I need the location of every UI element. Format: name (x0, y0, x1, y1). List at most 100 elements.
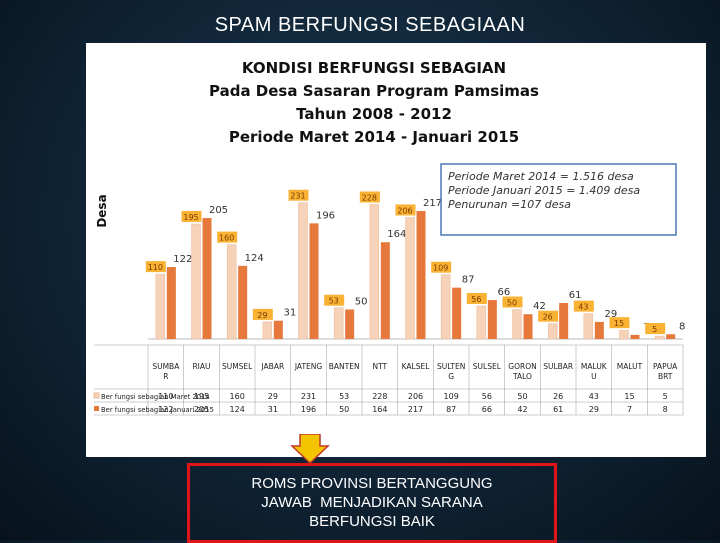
table-cell-januari-2015: 61 (553, 405, 563, 414)
value-label-box (538, 310, 559, 322)
bar-januari-2015 (416, 210, 426, 339)
table-cell-januari-2015: 66 (482, 405, 492, 414)
category-label: PAPUA (653, 362, 678, 371)
value-label-maret-2014: 26 (543, 313, 553, 322)
value-label-maret-2014: 5 (652, 325, 657, 334)
category-label: BRT (658, 372, 673, 381)
value-label-box (324, 294, 345, 306)
bar-maret-2014 (654, 335, 665, 340)
bar-maret-2014 (440, 274, 451, 340)
chart-title-line-4: Periode Maret 2014 - Januari 2015 (229, 128, 519, 146)
bar-januari-2015 (630, 334, 640, 339)
y-axis-label: Desa (95, 194, 109, 227)
bar-maret-2014 (512, 309, 522, 340)
bar-januari-2015 (487, 300, 497, 339)
callout-line-1: ROMS PROVINSI BERTANGGUNG (251, 475, 493, 492)
bar-maret-2014 (333, 307, 344, 340)
category-label: JATENG (294, 362, 323, 371)
table-cell-maret-2014: 53 (339, 392, 349, 401)
bar-maret-2014 (262, 321, 273, 340)
category-label: KALSEL (402, 362, 431, 371)
table-cell-maret-2014: 195 (194, 392, 209, 401)
bar-maret-2014 (298, 202, 308, 340)
table-cell-januari-2015: 7 (627, 405, 632, 414)
value-label-maret-2014: 228 (362, 193, 377, 202)
table-cell-januari-2015: 50 (339, 405, 349, 414)
bar-maret-2014 (191, 223, 201, 340)
annotation-line-2: Periode Januari 2015 = 1.409 desa (448, 184, 640, 197)
value-label-box (609, 317, 630, 329)
callout-line-2: JAWAB MENJADIKAN SARANA (261, 494, 483, 511)
category-label: NTT (373, 362, 388, 371)
bar-januari-2015 (273, 320, 283, 339)
value-label-januari-2015: 66 (497, 287, 510, 298)
chart-panel: KONDISI BERFUNGSI SEBAGIAN Pada Desa Sas… (86, 43, 706, 457)
value-label-januari-2015: 122 (173, 254, 192, 265)
table-cell-januari-2015: 29 (589, 405, 599, 414)
category-label: SULSEL (473, 362, 502, 371)
value-label-januari-2015: 196 (316, 210, 335, 221)
value-label-januari-2015: 217 (423, 198, 442, 209)
value-label-box (573, 300, 594, 312)
table-cell-januari-2015: 8 (663, 405, 668, 414)
value-label-januari-2015: 31 (283, 308, 296, 319)
bar-januari-2015 (559, 303, 569, 339)
table-cell-maret-2014: 29 (268, 392, 278, 401)
table-cell-maret-2014: 109 (444, 392, 459, 401)
value-label-januari-2015: 29 (604, 309, 617, 320)
bar-januari-2015 (345, 309, 355, 339)
category-label: BANTEN (329, 362, 360, 371)
chart-title-line-2: Pada Desa Sasaran Program Pamsimas (209, 82, 539, 100)
value-label-box (502, 296, 523, 308)
callout-box: ROMS PROVINSI BERTANGGUNG JAWAB MENJADIK… (187, 463, 557, 543)
value-label-maret-2014: 56 (471, 295, 481, 304)
category-label: TALO (512, 372, 532, 381)
table-cell-maret-2014: 206 (408, 392, 423, 401)
category-label: RIAU (192, 362, 210, 371)
table-cell-januari-2015: 217 (408, 405, 423, 414)
bar-maret-2014 (583, 313, 594, 340)
table-cell-januari-2015: 87 (446, 405, 456, 414)
bar-januari-2015 (238, 265, 248, 339)
annotation-line-1: Periode Maret 2014 = 1.516 desa (448, 170, 634, 183)
bar-maret-2014 (405, 217, 415, 340)
table-cell-maret-2014: 15 (624, 392, 634, 401)
chart: KONDISI BERFUNGSI SEBAGIAN Pada Desa Sas… (93, 59, 685, 416)
legend-swatch (93, 392, 100, 399)
value-label-box (217, 231, 238, 243)
bar-maret-2014 (476, 305, 487, 340)
table-cell-maret-2014: 56 (482, 392, 492, 401)
annotation-line-3: Penurunan =107 desa (448, 198, 571, 211)
value-label-maret-2014: 29 (257, 311, 267, 320)
bar-maret-2014 (226, 244, 237, 340)
category-label: MALUK (581, 362, 608, 371)
bar-januari-2015 (523, 314, 533, 339)
table-cell-maret-2014: 228 (372, 392, 387, 401)
table-cell-maret-2014: 5 (663, 392, 668, 401)
table-cell-januari-2015: 205 (194, 405, 209, 414)
value-label-januari-2015: 205 (209, 205, 228, 216)
chart-title-line-3: Tahun 2008 - 2012 (296, 105, 452, 123)
chart-title-line-1: KONDISI BERFUNGSI SEBAGIAN (242, 59, 506, 77)
slide-title: SPAM BERFUNGSI SEBAGIAAN (214, 14, 526, 36)
legend-label: Ber fungsi sebagian Januari 2015 (101, 406, 214, 414)
table-cell-maret-2014: 50 (517, 392, 527, 401)
category-label: JABAR (260, 362, 284, 371)
bar-januari-2015 (594, 321, 604, 339)
value-label-januari-2015: 50 (355, 297, 368, 308)
category-label: SUMSEL (222, 362, 253, 371)
value-label-januari-2015: 87 (462, 275, 475, 286)
value-label-januari-2015: 124 (245, 253, 264, 264)
down-arrow-icon (290, 434, 330, 464)
value-label-maret-2014: 50 (507, 299, 517, 308)
value-label-maret-2014: 53 (329, 297, 339, 306)
value-label-maret-2014: 15 (614, 319, 624, 328)
value-label-box (431, 261, 452, 273)
bar-maret-2014 (155, 273, 166, 340)
table-cell-januari-2015: 124 (230, 405, 245, 414)
value-label-box (359, 191, 380, 203)
legend-swatch (94, 406, 99, 411)
value-label-box (288, 189, 309, 201)
value-label-januari-2015: 42 (533, 301, 546, 312)
table-cell-maret-2014: 26 (553, 392, 563, 401)
